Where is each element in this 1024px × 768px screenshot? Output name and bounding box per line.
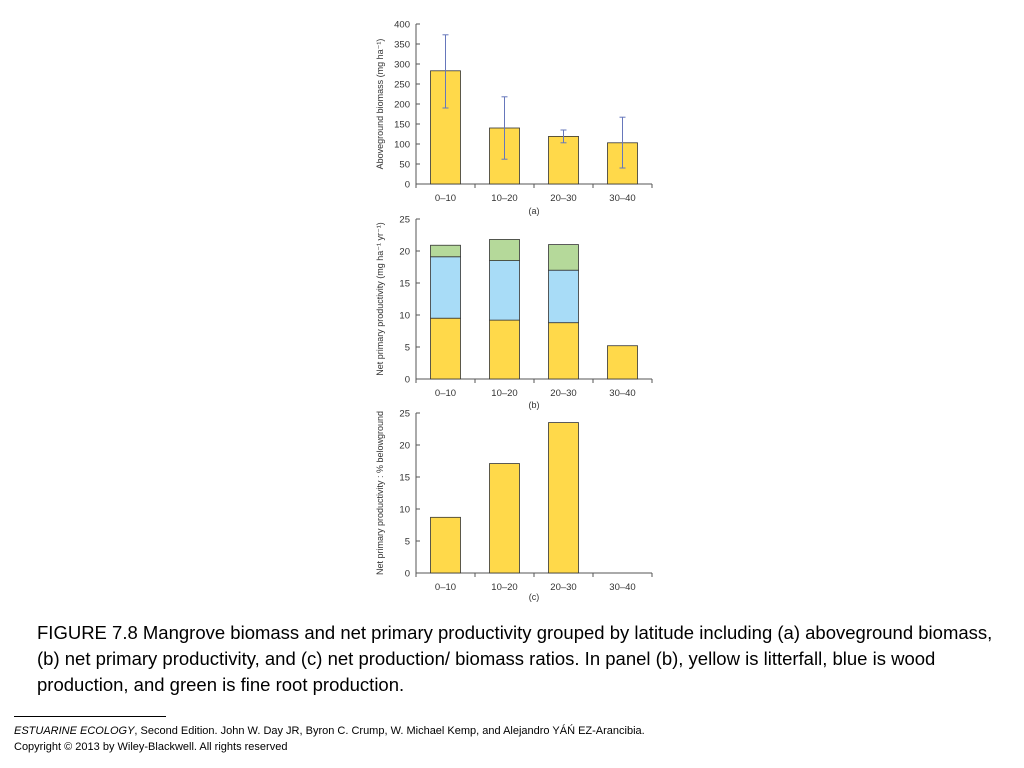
y-tick-label: 10 xyxy=(399,505,410,516)
citation: ESTUARINE ECOLOGY, Second Edition. John … xyxy=(14,723,645,755)
y-tick-label: 5 xyxy=(405,343,410,354)
bar-segment-litterfall xyxy=(607,345,638,380)
y-tick-label: 0 xyxy=(405,569,410,580)
bar-segment-fine_root xyxy=(548,244,579,271)
x-tick-label: 30–40 xyxy=(609,193,635,204)
bar xyxy=(430,516,461,574)
bar-segment-wood xyxy=(548,269,579,324)
y-tick-label: 25 xyxy=(399,215,410,226)
bar-segment-fine_root xyxy=(430,244,461,258)
y-tick-label: 100 xyxy=(394,140,410,151)
citation-line: ESTUARINE ECOLOGY, Second Edition. John … xyxy=(14,723,645,739)
y-tick-label: 400 xyxy=(394,20,410,31)
bar-segment-wood xyxy=(430,256,461,319)
panel-label: (c) xyxy=(529,592,540,602)
bar-segment-litterfall xyxy=(489,319,520,380)
y-tick-label: 50 xyxy=(399,160,410,171)
y-tick-label: 0 xyxy=(405,375,410,386)
x-tick-label: 30–40 xyxy=(609,582,635,593)
x-tick-label: 20–30 xyxy=(550,193,576,204)
y-axis-title: Aboveground biomass (mg ha⁻¹) xyxy=(375,39,385,170)
x-tick-label: 10–20 xyxy=(491,388,517,399)
y-tick-label: 0 xyxy=(405,180,410,191)
bar-segment-litterfall xyxy=(430,317,461,380)
y-tick-label: 15 xyxy=(399,473,410,484)
y-tick-label: 300 xyxy=(394,60,410,71)
footnote-rule xyxy=(14,716,166,717)
y-tick-label: 150 xyxy=(394,120,410,131)
bar-segment-fine_root xyxy=(489,239,520,261)
x-tick-label: 10–20 xyxy=(491,582,517,593)
copyright-line: Copyright © 2013 by Wiley-Blackwell. All… xyxy=(14,741,288,753)
x-tick-label: 0–10 xyxy=(435,193,456,204)
y-tick-label: 350 xyxy=(394,40,410,51)
x-tick-label: 10–20 xyxy=(491,193,517,204)
y-axis-title: Net primary productivity : % belowground xyxy=(375,411,385,575)
bar xyxy=(548,135,579,185)
y-axis-title: Net primary productivity (mg ha⁻¹ yr⁻¹) xyxy=(375,222,385,376)
bar xyxy=(548,422,579,574)
bar xyxy=(489,463,520,574)
bar-segment-litterfall xyxy=(548,322,579,380)
bar-segment-wood xyxy=(489,260,520,321)
citation-details: , Second Edition. John W. Day JR, Byron … xyxy=(134,725,645,737)
y-tick-label: 20 xyxy=(399,247,410,258)
x-tick-label: 0–10 xyxy=(435,388,456,399)
y-tick-label: 15 xyxy=(399,279,410,290)
x-tick-label: 20–30 xyxy=(550,388,576,399)
y-tick-label: 25 xyxy=(399,409,410,420)
y-tick-label: 250 xyxy=(394,80,410,91)
x-tick-label: 0–10 xyxy=(435,582,456,593)
y-tick-label: 5 xyxy=(405,537,410,548)
y-tick-label: 10 xyxy=(399,311,410,322)
x-tick-label: 30–40 xyxy=(609,388,635,399)
bar xyxy=(430,70,461,185)
figure-caption: FIGURE 7.8 Mangrove biomass and net prim… xyxy=(37,622,993,695)
panel-label: (b) xyxy=(529,400,540,410)
x-tick-label: 20–30 xyxy=(550,582,576,593)
book-title: ESTUARINE ECOLOGY xyxy=(14,725,135,737)
y-tick-label: 20 xyxy=(399,441,410,452)
y-tick-label: 200 xyxy=(394,100,410,111)
panel-label: (a) xyxy=(529,206,540,216)
